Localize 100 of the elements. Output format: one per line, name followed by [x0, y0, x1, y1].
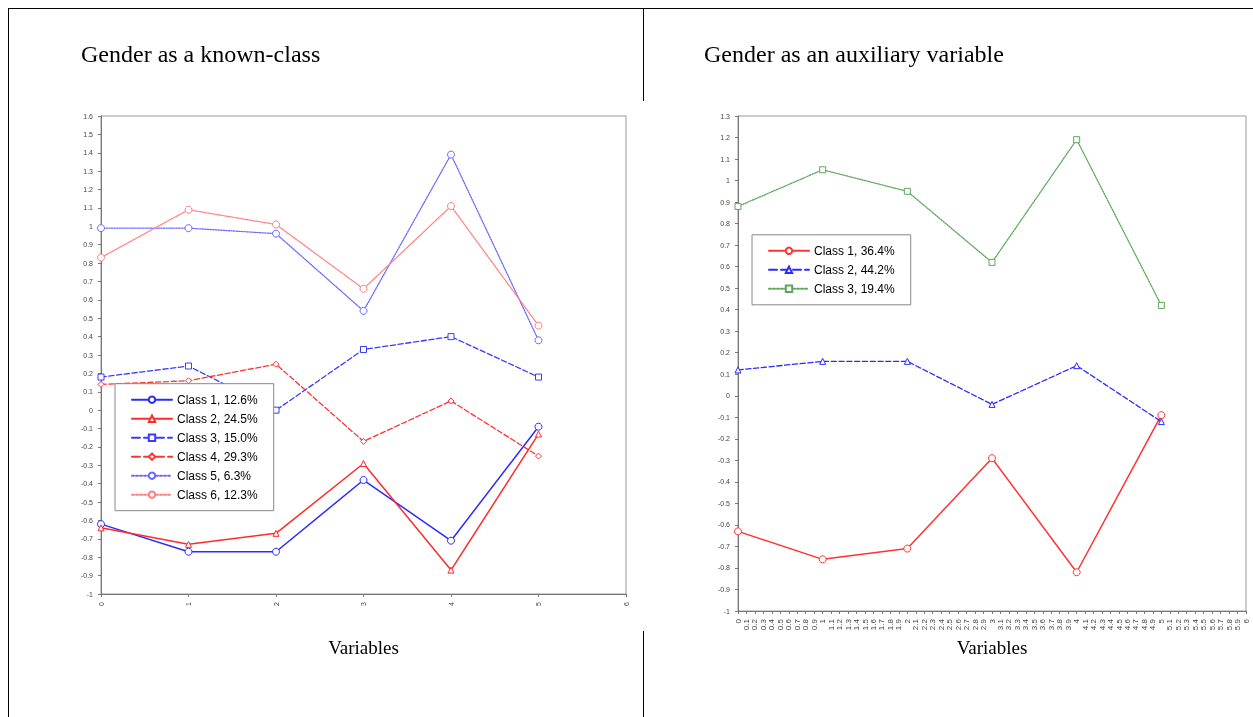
x-tick-label: 3.3 [1012, 618, 1022, 631]
x-tick-label: 1.1 [826, 618, 836, 631]
x-tick-label: 2.6 [953, 618, 963, 631]
point [185, 362, 192, 370]
point [819, 166, 827, 174]
point [734, 202, 742, 210]
x-tick-label: 1.7 [877, 618, 887, 631]
point [903, 544, 912, 553]
point [360, 459, 367, 467]
x-tick-label: 1.5 [860, 618, 870, 631]
x-tick-label: 6 [1241, 618, 1251, 624]
x-axis-title: Variables [956, 637, 1028, 659]
x-tick-label: 0.7 [792, 618, 802, 631]
legend-label: Class 3, 19.4% [814, 281, 896, 296]
point [97, 224, 105, 233]
x-tick-label: 5.3 [1182, 618, 1192, 631]
x-tick-label: 1.9 [894, 618, 904, 631]
x-axis-title: Variables [328, 637, 399, 658]
x-tick-label: 2.8 [970, 618, 980, 631]
legend-label: Class 6, 12.3% [177, 487, 259, 502]
point [1073, 136, 1081, 144]
point [185, 377, 192, 385]
x-tick-label: 4.7 [1131, 618, 1141, 631]
x-tick-label: 2.7 [962, 618, 972, 631]
x-tick-label: 2.1 [911, 618, 921, 631]
point [988, 258, 996, 266]
point [1157, 301, 1165, 309]
point [447, 333, 455, 341]
x-tick-label: 5.9 [1233, 618, 1243, 631]
legend-label: Class 1, 36.4% [814, 243, 896, 258]
x-tick-label: 0.1 [741, 618, 751, 631]
point [1073, 362, 1081, 370]
point [534, 422, 543, 431]
x-tick-label: 3.1 [995, 618, 1005, 631]
x-tick-label: 0.4 [767, 618, 777, 631]
x-tick-label: 1.3 [843, 618, 853, 631]
x-tick-label: 5.5 [1199, 618, 1209, 631]
x-tick-label: 4.3 [1097, 618, 1107, 631]
point [534, 336, 543, 345]
point [359, 476, 368, 485]
point [359, 284, 368, 293]
point [1157, 418, 1165, 426]
point [184, 205, 193, 214]
x-tick-label: 4.6 [1122, 618, 1132, 631]
x-tick-label: 3.7 [1046, 618, 1056, 631]
legend-label: Class 5, 6.3% [177, 468, 252, 483]
x-tick-label: 4.5 [1114, 618, 1124, 631]
point [447, 566, 455, 574]
point [988, 454, 996, 463]
x-tick-label: 2 [902, 618, 912, 624]
point [272, 547, 280, 556]
x-tick-label: 1.6 [868, 618, 878, 631]
x-tick-label: 0.3 [758, 618, 768, 631]
x-tick-label: 4.8 [1139, 618, 1149, 631]
x-tick-label: 4.4 [1106, 618, 1116, 631]
point [1072, 568, 1081, 577]
point [272, 360, 280, 368]
x-tick-label: 3.4 [1021, 618, 1031, 631]
x-tick-label: 0.5 [775, 618, 785, 631]
x-tick-label: 5.2 [1173, 618, 1183, 631]
point [819, 357, 827, 365]
point [360, 345, 367, 353]
legend-label: Class 4, 29.3% [177, 449, 259, 464]
x-tick-label: 0.9 [809, 618, 819, 631]
point [734, 527, 742, 536]
point [272, 529, 280, 537]
x-tick-label: 1.4 [852, 618, 862, 631]
point [903, 357, 911, 365]
legend-label: Class 2, 24.5% [177, 411, 259, 426]
x-tick-label: 5.4 [1190, 618, 1200, 631]
chart-title: Gender as a known-class [81, 41, 321, 67]
point [534, 321, 543, 330]
x-tick-label: 1.2 [835, 618, 845, 631]
point [97, 380, 105, 388]
x-tick-label: 0.2 [750, 618, 760, 631]
x-tick-label: 0.8 [801, 618, 811, 631]
point [988, 400, 996, 408]
x-tick-label: 3.5 [1029, 618, 1039, 631]
point [97, 253, 105, 262]
x-tick-label: 4.1 [1080, 618, 1090, 631]
point [1157, 411, 1166, 420]
x-tick-label: 5.8 [1224, 618, 1234, 631]
x-tick-label: 3.2 [1004, 618, 1014, 631]
x-tick-label: 1.8 [885, 618, 895, 631]
x-tick-label: 4.2 [1089, 618, 1099, 631]
point [360, 437, 367, 445]
x-tick-label: 0 [733, 618, 743, 624]
x-tick-label: 4 [1072, 618, 1082, 624]
x-tick-label: 5.6 [1207, 618, 1217, 631]
point [184, 547, 193, 556]
x-tick-label: 2.9 [979, 618, 989, 631]
x-tick-label: 2.3 [928, 618, 938, 631]
point [535, 452, 542, 460]
legend-label: Class 1, 12.6% [177, 392, 259, 407]
point [184, 224, 193, 233]
point [818, 555, 827, 564]
point [97, 373, 105, 381]
x-tick-label: 3.8 [1055, 618, 1065, 631]
x-tick-label: 1 [818, 618, 828, 624]
x-tick-label: 3.9 [1063, 618, 1073, 631]
